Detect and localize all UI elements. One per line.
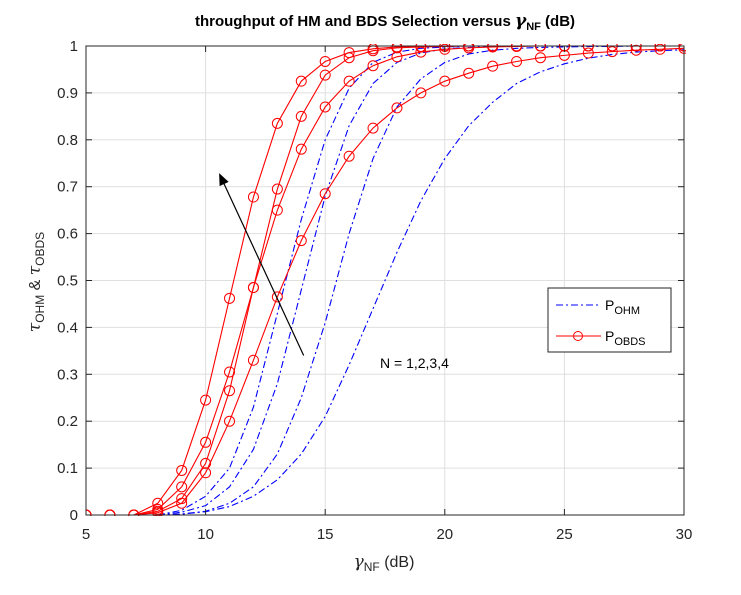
obds-point-n2 — [295, 143, 307, 155]
ohm-series-line-n2 — [157, 45, 684, 516]
x-tick-label: 15 — [317, 526, 334, 543]
obds-point-n1 — [415, 87, 427, 99]
y-tick-label: 0.8 — [57, 132, 78, 149]
obds-point-n1 — [582, 47, 594, 59]
obds-point-n1 — [319, 188, 331, 200]
x-tick-label: 5 — [82, 526, 90, 543]
obds-point-n3 — [152, 503, 164, 515]
y-tick-label: 0 — [70, 507, 78, 524]
y-tick-label: 0.5 — [57, 273, 78, 290]
obds-point-n1 — [200, 467, 212, 479]
annotation-label: N = 1,2,3,4 — [380, 355, 449, 371]
legend-marker-obds — [573, 331, 583, 341]
obds-point-n1 — [439, 75, 451, 87]
obds-point-n1 — [224, 415, 236, 427]
obds-point-n2 — [439, 44, 451, 55]
obds-point-n1 — [343, 150, 355, 162]
y-tick-label: 0.6 — [57, 226, 78, 243]
obds-point-n3 — [319, 69, 331, 81]
y-tick-label: 0.4 — [57, 319, 78, 336]
y-tick-label: 0.9 — [57, 85, 78, 102]
obds-series-line-n1 — [86, 47, 685, 516]
obds-point-n2 — [343, 75, 355, 87]
x-axis-label: γNF (dB) — [354, 552, 415, 574]
x-tick-label: 20 — [436, 526, 453, 543]
obds-point-n3 — [176, 481, 188, 493]
obds-point-n2 — [319, 101, 331, 113]
x-tick-label: 10 — [197, 526, 214, 543]
obds-point-n4 — [224, 292, 236, 304]
obds-point-n2 — [224, 385, 236, 397]
obds-point-n1 — [630, 44, 642, 56]
obds-point-n2 — [176, 493, 188, 505]
obds-point-n4 — [200, 394, 212, 406]
obds-point-n4 — [247, 191, 259, 203]
obds-point-n1 — [606, 46, 618, 58]
obds-point-n4 — [271, 117, 283, 129]
obds-point-n3 — [200, 436, 212, 448]
x-tick-label: 30 — [676, 526, 693, 543]
obds-point-n2 — [367, 60, 379, 72]
legend-label-obds: POBDS — [605, 328, 646, 348]
obds-point-n1 — [391, 102, 403, 114]
obds-point-n3 — [271, 183, 283, 195]
obds-point-n4 — [295, 75, 307, 87]
y-tick-label: 1 — [70, 38, 78, 55]
ohm-series-line-n4 — [157, 45, 684, 516]
y-tick-label: 0.1 — [57, 460, 78, 477]
obds-point-n4 — [152, 497, 164, 509]
obds-point-n4 — [391, 44, 403, 53]
obds-point-n4 — [343, 47, 355, 59]
ohm-series-line-n1 — [157, 49, 685, 516]
ohm-series-line-n3 — [157, 45, 684, 516]
obds-point-n1 — [271, 291, 283, 303]
obds-point-n1 — [295, 235, 307, 247]
obds-point-n1 — [367, 122, 379, 134]
obds-point-n3 — [295, 110, 307, 122]
obds-point-n1 — [463, 67, 475, 79]
y-tick-label: 0.3 — [57, 366, 78, 383]
y-tick-label: 0.7 — [57, 179, 78, 196]
annotation-arrow — [219, 173, 305, 356]
ticks: 5 10 15 20 25 30 0 0.1 0.2 0.3 0.4 0.5 0.6 0.7 0.8 0.9 1 — [57, 38, 692, 543]
obds-point-n2 — [200, 457, 212, 469]
obds-point-n4 — [176, 464, 188, 476]
chart-title: throughput of HM and BDS Selection versu… — [195, 11, 575, 33]
obds-point-n4 — [367, 44, 379, 55]
obds-point-n3 — [224, 366, 236, 378]
x-tick-label: 25 — [556, 526, 573, 543]
y-axis-label: τOHM & τOBDS — [25, 232, 47, 332]
legend: POHM POBDS — [547, 287, 672, 353]
legend-box — [547, 287, 672, 353]
obds-point-n4 — [319, 55, 331, 67]
obds-point-n1 — [247, 354, 259, 366]
y-tick-label: 0.2 — [57, 413, 78, 430]
obds-point-n1 — [511, 55, 523, 67]
obds-point-n1 — [487, 60, 499, 72]
legend-label-ohm: POHM — [605, 297, 640, 317]
obds-point-n1 — [654, 44, 666, 55]
obds-point-n3 — [247, 282, 259, 294]
obds-point-n1 — [534, 52, 546, 64]
